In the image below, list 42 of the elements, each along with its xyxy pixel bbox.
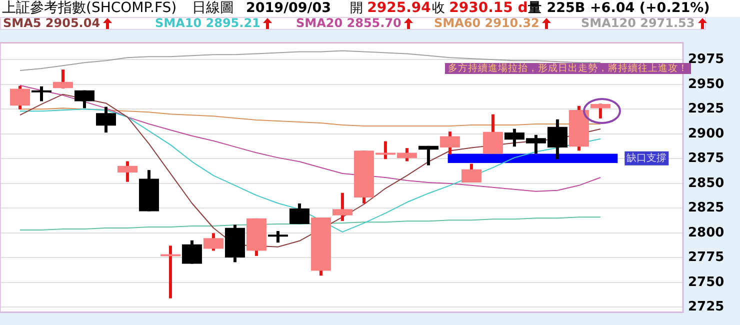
candlestick (418, 146, 438, 166)
candlestick (10, 86, 30, 110)
candlestick (52, 70, 73, 88)
y-tick-label: 2950 (688, 76, 724, 92)
text: SMA60 2910.32 (434, 16, 540, 30)
y-tick-label: 2775 (688, 250, 724, 266)
candlestick (117, 161, 138, 182)
candlestick (160, 246, 180, 298)
candlestick (590, 104, 610, 118)
y-tick-label: 2725 (688, 300, 724, 315)
candlestick (74, 90, 94, 108)
candlestick (482, 114, 503, 154)
candlestick (461, 164, 482, 182)
chart-title: 上証參考指數(SHCOMP.FS) (2, 0, 177, 17)
text: 量 225B (528, 0, 586, 17)
text: 收 2930.15 d (432, 0, 528, 16)
candlestick (289, 203, 310, 224)
text: 開 2925.94 (350, 0, 431, 16)
candlestick (182, 240, 202, 264)
y-tick-label: 2975 (688, 52, 724, 68)
candlestick (96, 106, 116, 133)
y-tick-label: 2825 (688, 200, 724, 216)
y-tick-label: 2850 (688, 176, 724, 191)
band-label: 缺口支撐 (626, 152, 667, 164)
text: SMA5 2905.04 (3, 16, 100, 30)
chart-subtitle: 日線圖 (192, 0, 234, 17)
candlestick (203, 233, 224, 251)
text: SMA20 2855.70 (296, 16, 402, 30)
y-tick-label: 2875 (688, 151, 724, 166)
text: +6.04 (+0.21%) (590, 0, 710, 17)
candlestick (440, 132, 460, 154)
candlestick (332, 192, 352, 221)
text: SMA10 2895.21 (155, 16, 260, 30)
candlestick (268, 230, 288, 243)
candlestick (31, 86, 52, 102)
y-tick-label: 2750 (688, 274, 724, 290)
text: 2019/09/03 (246, 0, 332, 17)
text: SMA120 2971.53 (581, 16, 695, 30)
y-tick-label: 2800 (688, 225, 724, 240)
annotation: 多方持續進場拉抬，形成日出走勢，將持續往上進攻！ (445, 63, 691, 74)
y-tick-label: 2925 (688, 102, 724, 117)
y-tick-label: 2900 (688, 126, 724, 142)
